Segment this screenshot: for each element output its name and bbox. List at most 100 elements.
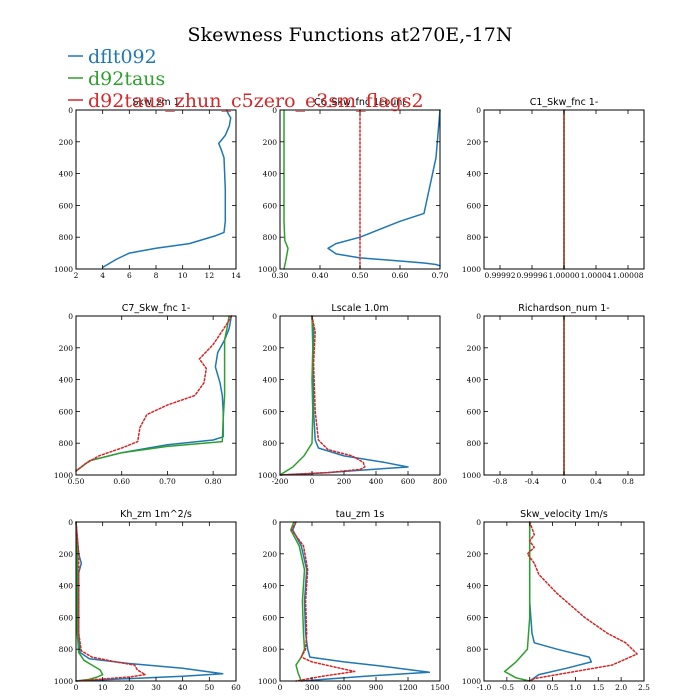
x-tick-label: 1500	[430, 683, 449, 692]
y-tick-label: 600	[467, 613, 482, 622]
x-tick-label: 0.80	[205, 477, 222, 486]
x-tick-label: 800	[433, 477, 448, 486]
x-tick-label: 1.00000	[548, 271, 579, 280]
y-tick-label: 0	[272, 106, 277, 115]
y-tick-label: 200	[59, 344, 74, 353]
x-tick-label: 30	[151, 683, 161, 692]
x-tick-label: 2	[74, 271, 79, 280]
panel-grid: Skw_zm 12 4 6 8 10 12 1402004006008001000C6_Sk…	[54, 97, 650, 692]
x-tick-label: 4	[100, 271, 105, 280]
plot-frame	[279, 315, 441, 476]
series-d92taus	[283, 109, 289, 270]
y-tick-label: 600	[467, 407, 482, 416]
series-d92taus_zhun_c5zero_e3sm_flags2	[75, 521, 147, 682]
panel-2: C6_Skw_fnc 1count 0.30 0.40 0.50 0.60 0.70 0 20…	[258, 97, 449, 280]
y-tick-label: 200	[59, 550, 74, 559]
y-tick-label: 400	[467, 582, 482, 591]
y-tick-label: 1000	[54, 471, 73, 480]
x-tick-label: 0.30	[272, 271, 289, 280]
series-dflt092	[528, 521, 593, 682]
y-tick-label: 0	[476, 106, 481, 115]
y-tick-label: 200	[263, 344, 278, 353]
series-d92taus	[279, 315, 314, 476]
series-dflt092	[292, 521, 431, 682]
series-d92taus	[75, 521, 104, 682]
y-tick-label: 1000	[462, 471, 481, 480]
legend-label-d92taus-zhun: d92taus_zhun_c5zero_e3sm_flags2	[88, 90, 424, 112]
x-tick-label: 20	[125, 683, 135, 692]
y-tick-label: 400	[59, 170, 74, 179]
y-tick-label: 0	[68, 106, 73, 115]
x-tick-label: 0.99992	[484, 271, 515, 280]
x-tick-label: 300	[305, 683, 320, 692]
series-dflt092	[75, 521, 224, 682]
x-tick-label: 200	[337, 477, 352, 486]
y-tick-label: 400	[59, 376, 74, 385]
y-tick-label: 800	[59, 233, 74, 242]
series-d92taus_zhun_c5zero_e3sm_flags2	[526, 521, 638, 682]
y-tick-label: 0	[68, 518, 73, 527]
y-tick-label: 1000	[258, 471, 277, 480]
y-tick-label: 800	[59, 439, 74, 448]
x-tick-label: 0.60	[392, 271, 409, 280]
x-tick-label: -1.0	[477, 683, 492, 692]
x-tick-label: 2.0	[615, 683, 627, 692]
y-tick-label: 600	[59, 613, 74, 622]
legend-label-d92taus: d92taus	[88, 68, 165, 90]
y-tick-label: 600	[467, 201, 482, 210]
x-tick-label: -0.8	[493, 477, 508, 486]
panel-title: C7_Skw_fnc 1-	[122, 303, 191, 314]
panel-title: C1_Skw_fnc 1-	[530, 97, 599, 108]
y-tick-label: 400	[263, 582, 278, 591]
y-tick-label: 800	[467, 233, 482, 242]
x-tick-label: 1.0	[569, 683, 581, 692]
x-tick-label: 40	[178, 683, 188, 692]
plot-frame	[279, 521, 441, 682]
x-tick-label: 0.50	[68, 477, 85, 486]
y-tick-label: 0	[476, 312, 481, 321]
y-tick-label: 1000	[258, 677, 277, 686]
y-tick-label: 1000	[462, 677, 481, 686]
legend-label-dflt092: dflt092	[88, 46, 157, 68]
x-tick-label: -0.4	[525, 477, 540, 486]
x-tick-label: 0	[562, 477, 567, 486]
x-tick-label: 6	[127, 271, 132, 280]
x-tick-label: 400	[369, 477, 384, 486]
x-tick-label: 900	[369, 683, 384, 692]
panel-3: C1_Skw_fnc 1-0.99992 0.99996 1.00000 1.0000…	[462, 97, 645, 280]
panel-1: Skw_zm 1 2 4 6 8 10 12 14 0 200 400 600 800 1000	[54, 97, 241, 280]
y-tick-label: 200	[467, 344, 482, 353]
x-tick-label: 0.5	[547, 683, 559, 692]
x-tick-label: 1200	[398, 683, 417, 692]
legend: dflt092 d92taus d92taus_zhun_c5zero_e3sm…	[68, 46, 424, 112]
y-tick-label: 800	[263, 233, 278, 242]
plot-frame	[75, 109, 237, 270]
y-tick-label: 600	[263, 613, 278, 622]
panel-9: Skw_velocity 1m/s -1.0 -0.5 0.0 0.5 1.0 1.5 2.0…	[462, 509, 650, 692]
series-d92taus	[289, 521, 306, 682]
series-d92taus	[75, 315, 230, 472]
x-tick-label: 0.70	[159, 477, 176, 486]
x-tick-label: 0.70	[432, 271, 449, 280]
x-tick-label: 10	[98, 683, 108, 692]
panel-title: Skw_velocity 1m/s	[520, 509, 608, 520]
x-tick-label: 60	[231, 683, 241, 692]
x-tick-label: 0	[74, 683, 79, 692]
x-tick-label: 1.00004	[580, 271, 611, 280]
x-tick-label: 0.8	[622, 477, 634, 486]
x-tick-label: 0.0	[524, 683, 536, 692]
panel-title: Richardson_num 1-	[518, 303, 609, 314]
y-tick-label: 0	[272, 518, 277, 527]
y-tick-label: 800	[263, 645, 278, 654]
y-tick-label: 200	[467, 550, 482, 559]
y-tick-label: 0	[476, 518, 481, 527]
series-dflt092	[101, 109, 232, 269]
y-tick-label: 1000	[258, 265, 277, 274]
panel-title: tau_zm 1s	[336, 509, 385, 520]
y-tick-label: 400	[467, 170, 482, 179]
y-tick-label: 0	[68, 312, 73, 321]
y-tick-label: 0	[272, 312, 277, 321]
x-tick-label: 1.5	[592, 683, 604, 692]
y-tick-label: 400	[263, 376, 278, 385]
